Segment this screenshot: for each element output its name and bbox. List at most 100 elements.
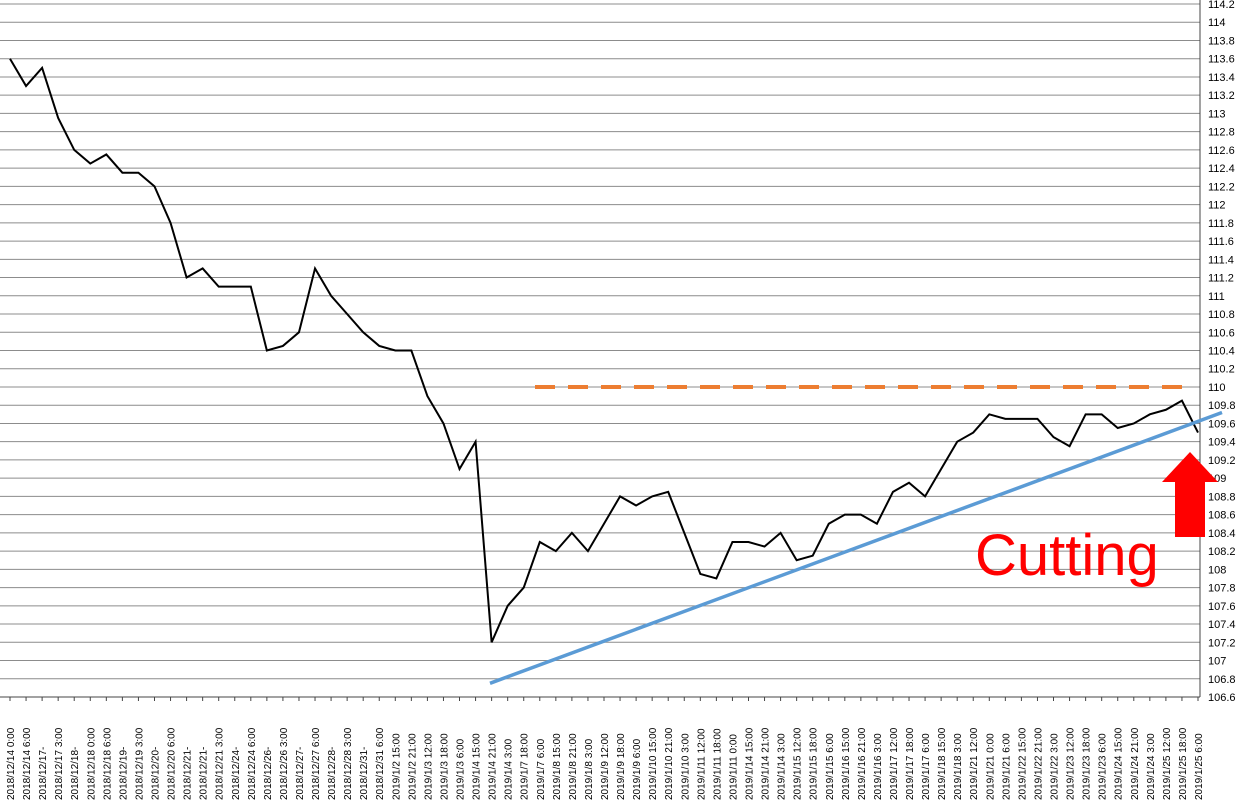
y-tick-label: 107.4 <box>1208 619 1236 631</box>
x-tick-label: 2019/1/9 12:00 <box>600 733 611 800</box>
y-tick-label: 108.4 <box>1208 528 1236 540</box>
x-tick-label: 2019/1/2 21:00 <box>407 733 418 800</box>
x-tick-label: 2019/1/11 0:00 <box>728 734 739 800</box>
x-tick-label: 2019/1/15 18:00 <box>809 727 820 800</box>
x-tick-label: 2019/1/22 3:00 <box>1050 733 1061 800</box>
x-tick-label: 2019/1/17 12:00 <box>889 727 900 800</box>
x-tick-label: 2019/1/15 12:00 <box>793 727 804 800</box>
y-tick-label: 112 <box>1208 200 1226 212</box>
arrow <box>1162 452 1218 537</box>
x-tick-label: 2019/1/8 15:00 <box>552 733 563 800</box>
y-tick-label: 111.2 <box>1208 273 1234 285</box>
x-tick-label: 2019/1/16 3:00 <box>873 733 884 800</box>
x-tick-label: 2019/1/15 6:00 <box>825 733 836 800</box>
y-tick-label: 108.6 <box>1208 510 1236 522</box>
x-tick-label: 2018/12/28- <box>327 747 338 800</box>
x-tick-label: 2019/1/9 6:00 <box>632 738 643 800</box>
arrow-head <box>1162 452 1218 482</box>
x-tick-label: 2018/12/17- <box>38 747 49 800</box>
x-tick-label: 2018/12/28 3:00 <box>343 727 354 800</box>
x-tick-label: 2019/1/14 21:00 <box>761 727 772 800</box>
x-tick-label: 2018/12/14 0:00 <box>6 727 17 800</box>
y-tick-label: 107 <box>1208 656 1226 668</box>
x-tick-label: 2019/1/24 21:00 <box>1130 727 1141 800</box>
y-tick-label: 109 <box>1208 473 1226 485</box>
arrow-shaft <box>1175 480 1205 537</box>
y-tick-label: 113.8 <box>1208 35 1235 47</box>
x-tick-label: 2018/12/31- <box>359 747 370 800</box>
x-tick-label: 2018/12/18 6:00 <box>102 727 113 800</box>
y-tick-label: 113 <box>1208 108 1226 120</box>
y-tick-label: 110 <box>1208 382 1226 394</box>
x-tick-label: 2018/12/21 3:00 <box>215 727 226 800</box>
x-tick-label: 2018/12/21- <box>183 747 194 800</box>
y-tick-label: 109.6 <box>1208 418 1236 430</box>
x-tick-label: 2018/12/27- <box>295 747 306 800</box>
y-tick-label: 109.8 <box>1208 400 1236 412</box>
x-tick-label: 2019/1/9 18:00 <box>616 733 627 800</box>
x-tick-label: 2019/1/18 15:00 <box>937 727 948 800</box>
x-tick-label: 2018/12/24 6:00 <box>247 727 258 800</box>
y-tick-label: 106.6 <box>1208 692 1236 704</box>
annotation-text: Cutting <box>975 523 1159 588</box>
x-tick-label: 2019/1/10 3:00 <box>680 733 691 800</box>
x-tick-label: 2019/1/10 21:00 <box>664 727 675 800</box>
x-tick-label: 2018/12/18 0:00 <box>86 727 97 800</box>
x-tick-label: 2019/1/24 15:00 <box>1114 727 1125 800</box>
x-tick-label: 2018/12/24- <box>231 747 242 800</box>
x-tick-label: 2019/1/2 15:00 <box>391 733 402 800</box>
x-tick-label: 2019/1/14 15:00 <box>744 727 755 800</box>
x-tick-label: 2019/1/23 12:00 <box>1066 727 1077 800</box>
x-tick-label: 2019/1/4 15:00 <box>472 733 483 800</box>
x-tick-label: 2019/1/8 21:00 <box>568 733 579 800</box>
y-tick-label: 107.6 <box>1208 601 1236 613</box>
x-tick-label: 2019/1/3 12:00 <box>423 733 434 800</box>
x-tick-label: 2019/1/21 0:00 <box>985 733 996 800</box>
y-tick-label: 109.4 <box>1208 437 1236 449</box>
x-tick-label: 2019/1/23 6:00 <box>1098 733 1109 800</box>
x-tick-label: 2018/12/17 3:00 <box>54 727 65 800</box>
x-tick-label: 2019/1/22 15:00 <box>1017 727 1028 800</box>
x-tick-label: 2019/1/11 18:00 <box>712 728 723 800</box>
x-tick-label: 2019/1/18 3:00 <box>953 733 964 800</box>
x-tick-label: 2019/1/8 3:00 <box>584 738 595 800</box>
y-tick-label: 110.6 <box>1208 327 1235 339</box>
y-tick-label: 114 <box>1208 17 1226 29</box>
x-tick-label: 2019/1/25 12:00 <box>1162 727 1173 800</box>
y-tick-label: 111 <box>1208 291 1225 303</box>
y-tick-label: 106.8 <box>1208 674 1236 686</box>
x-tick-label: 2019/1/3 6:00 <box>456 738 467 800</box>
y-tick-label: 112.8 <box>1208 127 1235 139</box>
y-tick-label: 113.4 <box>1208 72 1235 84</box>
x-tick-label: 2018/12/20 6:00 <box>167 727 178 800</box>
y-tick-label: 111.4 <box>1208 254 1234 266</box>
x-tick-label: 2019/1/16 15:00 <box>841 727 852 800</box>
y-tick-label: 107.2 <box>1208 637 1236 649</box>
x-tick-label: 2018/12/18- <box>70 747 81 800</box>
x-tick-label: 2019/1/11 12:00 <box>696 728 707 800</box>
x-tick-label: 2018/12/27 6:00 <box>311 727 322 800</box>
x-tick-label: 2019/1/21 6:00 <box>1001 733 1012 800</box>
x-tick-label: 2019/1/4 21:00 <box>488 733 499 800</box>
x-tick-label: 2019/1/25 6:00 <box>1194 733 1205 800</box>
x-tick-label: 2018/12/21- <box>199 747 210 800</box>
x-tick-label: 2019/1/7 6:00 <box>536 738 547 800</box>
y-tick-label: 109.2 <box>1208 455 1236 467</box>
x-tick-label: 2019/1/17 6:00 <box>921 733 932 800</box>
x-tick-label: 2018/12/19- <box>118 747 129 800</box>
y-tick-label: 113.2 <box>1208 90 1235 102</box>
x-tick-label: 2019/1/10 15:00 <box>648 727 659 800</box>
x-tick-label: 2019/1/25 18:00 <box>1178 727 1189 800</box>
y-tick-label: 107.8 <box>1208 583 1236 595</box>
y-tick-label: 112.2 <box>1208 181 1235 193</box>
y-tick-label: 110.8 <box>1208 309 1235 321</box>
trend-line <box>489 410 1223 685</box>
x-tick-label: 2019/1/24 3:00 <box>1146 733 1157 800</box>
x-tick-label: 2019/1/17 18:00 <box>905 727 916 800</box>
x-tick-label: 2019/1/3 18:00 <box>439 733 450 800</box>
x-tick-label: 2018/12/31 6:00 <box>375 727 386 800</box>
x-tick-label: 2018/12/26 3:00 <box>279 727 290 800</box>
x-tick-label: 2018/12/26- <box>263 747 274 800</box>
